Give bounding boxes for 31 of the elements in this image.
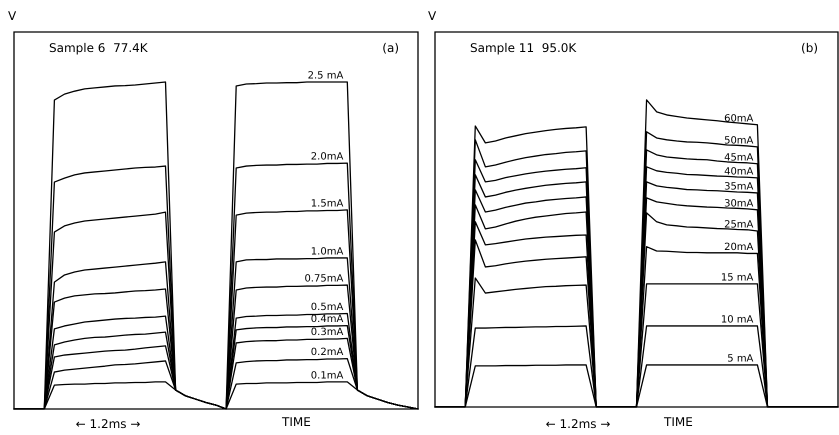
chart-subtitle: (a) [382,41,399,55]
series-label: 0.4mA [310,314,344,326]
series-label: 0.5mA [310,302,344,314]
series-label: 45mA [724,152,754,164]
series-label: 15 mA [720,272,754,284]
series-label: 0.3mA [310,326,344,338]
series-label: 25mA [724,220,754,231]
chart-title: Sample 11 95.0K [470,41,578,55]
series-label: 60mA [724,113,754,124]
series-label: 20mA [724,242,754,253]
series-label: 5 mA [727,353,754,364]
series-label: 2.0mA [310,152,344,163]
series-label: 10 mA [720,314,754,326]
text: ← 1.2ms → [76,417,140,431]
x-axis-title: TIME [663,415,693,429]
series-label: 40mA [724,166,754,178]
series-label: 0.1mA [310,370,344,382]
y-axis-title: V [428,9,437,23]
text: ← 1.2ms → [546,417,610,431]
series-label: 0.75mA [304,274,344,285]
chart-subtitle: (b) [801,41,818,55]
series-label: 30mA [724,198,754,210]
series-label: 50mA [724,135,754,146]
y-axis-title: V [8,9,17,23]
series-label: 2.5 mA [308,70,344,82]
series-label: 0.2mA [310,347,344,358]
x-axis-title: TIME [281,415,311,429]
series-label: 1.0mA [310,246,344,258]
chart-title: Sample 6 77.4K [49,41,149,55]
series-label: 35mA [724,181,754,192]
series-label: 1.5mA [310,198,344,210]
